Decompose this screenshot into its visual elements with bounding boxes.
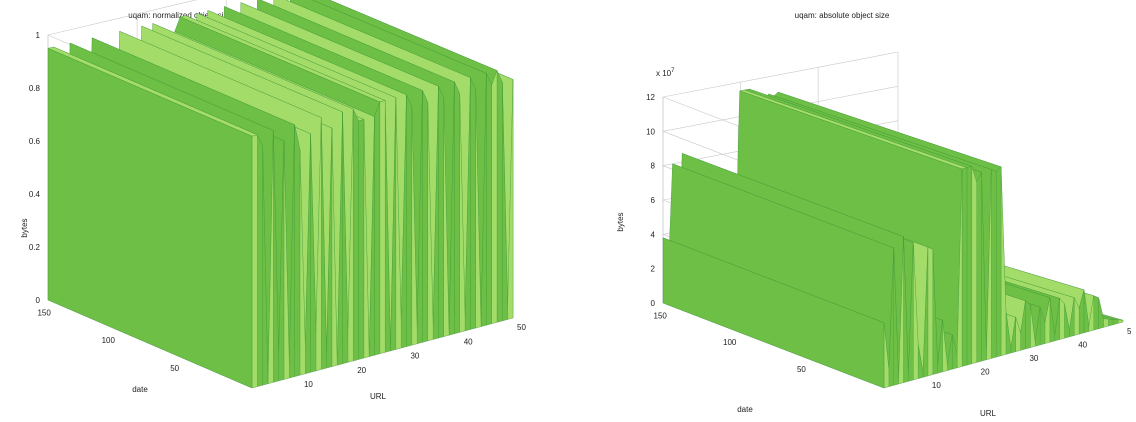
surface-curtain: [1000, 166, 1007, 356]
z-tick-label: 10: [646, 127, 655, 136]
surface: [662, 88, 1124, 389]
z-tick-label: 0.2: [29, 243, 41, 252]
x-tick-label: 30: [1029, 354, 1038, 363]
surface-curtain: [267, 130, 274, 384]
grid-line: [662, 51, 899, 98]
z-axis-label: bytes: [20, 218, 29, 237]
y-tick-label: 50: [797, 365, 806, 374]
surface-curtain: [438, 86, 444, 339]
chart-absolute-object-size: uqam: absolute object size 0 2 4 6 8 10 12 50 10…: [568, 0, 1136, 422]
y-tick-label: 150: [37, 309, 51, 318]
x-tick-label: 5: [1127, 327, 1132, 336]
surface-curtain: [251, 134, 258, 389]
surface-curtain: [486, 73, 492, 326]
grid-line: [47, 0, 197, 36]
y-axis-label: date: [737, 405, 753, 414]
surface-curtain: [406, 94, 412, 347]
chart-normalized-object-size: uqam: normalized object size 0 0.2 0.4 0.6 0…: [20, 0, 527, 401]
surface-curtain: [353, 109, 359, 362]
y-tick-label: 100: [723, 338, 737, 347]
surface-curtain: [337, 111, 343, 366]
x-axis-label: URL: [980, 409, 997, 418]
surface-curtain: [1025, 300, 1031, 350]
surface-curtain: [1103, 318, 1109, 328]
surface-side: [47, 47, 253, 389]
x-tick-label: 50: [517, 323, 526, 332]
surface: [47, 0, 514, 389]
surface-curtain: [927, 246, 933, 377]
y-tick-label: 50: [170, 364, 179, 373]
z-tick-label: 0: [651, 299, 656, 308]
surface-curtain: [448, 81, 455, 336]
surface-curtain: [294, 124, 301, 377]
surface-curtain: [991, 169, 997, 359]
surface-curtain: [496, 70, 503, 323]
surface-curtain: [1093, 295, 1099, 331]
surface-curtain: [390, 97, 396, 352]
chart-title: uqam: absolute object size: [795, 11, 890, 20]
x-tick-label: 10: [932, 381, 941, 390]
surface-curtain: [996, 166, 1002, 358]
z-tick-label: 4: [651, 230, 656, 239]
z-scale-label: x 107: [656, 68, 675, 78]
surface-curtain: [976, 172, 982, 363]
surface-curtain: [1113, 319, 1119, 325]
surface-curtain: [374, 101, 380, 356]
surface-curtain: [422, 90, 428, 343]
surface-curtain: [1108, 319, 1114, 327]
x-tick-label: 30: [410, 352, 419, 361]
surface-curtain: [1059, 297, 1065, 340]
y-axis-label: date: [132, 385, 148, 394]
surface-curtain: [369, 116, 375, 357]
surface-side: [662, 237, 885, 389]
z-tick-label: 0.4: [29, 190, 41, 199]
z-tick-label: 0.6: [29, 137, 41, 146]
z-tick-label: 1: [36, 31, 41, 40]
x-tick-label: 40: [464, 337, 473, 346]
z-scale-base: x 10: [656, 69, 672, 78]
x-tick-label: 20: [981, 367, 990, 376]
surface-curtain: [470, 77, 476, 330]
surface-curtain: [961, 167, 968, 367]
y-tick-label: 150: [654, 311, 668, 320]
surface-curtain: [966, 166, 972, 366]
surface-curtain: [257, 134, 263, 387]
surface-curtain: [358, 119, 365, 360]
surface-plot-absolute: uqam: absolute object size 0 2 4 6 8 10 12 50 10…: [616, 11, 1132, 418]
x-tick-label: 40: [1078, 340, 1087, 349]
chart-title: uqam: normalized object size: [128, 11, 232, 20]
z-tick-label: 2: [651, 265, 656, 274]
x-axis-label: URL: [370, 392, 387, 401]
z-tick-label: 0.8: [29, 84, 41, 93]
z-tick-label: 6: [651, 196, 656, 205]
surface-curtain: [480, 73, 487, 327]
surface-curtain: [454, 81, 460, 334]
z-tick-label: 12: [646, 93, 655, 102]
surface-curtain: [491, 70, 498, 324]
surface-curtain: [1098, 297, 1104, 329]
z-axis-label: bytes: [616, 212, 625, 231]
surface-plot-normalized: uqam: normalized object size 0 0.2 0.4 0.6 0…: [20, 0, 527, 401]
tick-labels: 0 2 4 6 8 10 12 50 100 150 10 20 30 40 5: [646, 93, 1132, 390]
x-tick-label: 20: [357, 366, 366, 375]
surface-curtain: [971, 166, 977, 364]
x-tick-label: 10: [304, 380, 313, 389]
z-tick-label: 0: [36, 296, 41, 305]
z-tick-label: 8: [651, 162, 656, 171]
surface-curtain: [379, 100, 386, 354]
z-scale-exponent: 7: [671, 68, 675, 74]
y-tick-label: 100: [102, 336, 116, 345]
